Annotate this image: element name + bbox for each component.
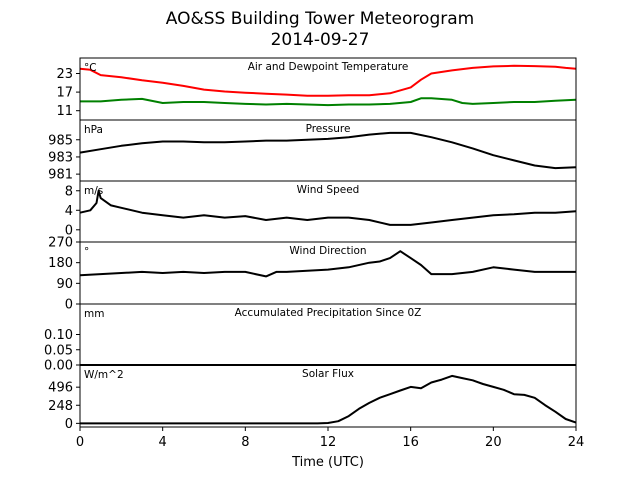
panel-4-ytick-label: 0.10 (44, 328, 73, 343)
x-tick-label: 4 (159, 435, 167, 450)
panel-3-ytick-label: 90 (56, 277, 73, 292)
panel-3-ytick-label: 0 (65, 298, 73, 313)
panel-4-unit: mm (84, 308, 104, 320)
panel-4-title: Accumulated Precipitation Since 0Z (235, 307, 422, 319)
panel-4-ytick-label: 0.00 (44, 359, 73, 374)
panel-0-ytick-label: 17 (56, 86, 73, 101)
panel-0-ytick-label: 23 (56, 67, 73, 82)
x-axis-label: Time (UTC) (291, 455, 364, 470)
panel-1-unit: hPa (84, 124, 103, 136)
panel-1-ytick-label: 983 (48, 150, 73, 165)
panel-3-title: Wind Direction (289, 245, 366, 257)
panel-5: 0 248 496 W/m^2 Solar Flux (48, 364, 577, 432)
panel-5-unit: W/m^2 (84, 369, 124, 381)
panel-2-ytick-label: 4 (65, 204, 73, 219)
panel-3: 0 90 180 270 ° Wind Direction (48, 236, 577, 313)
panel-0-series-0-line (79, 64, 577, 97)
x-tick-label: 12 (320, 435, 337, 450)
panel-4-ytick-label: 0.05 (44, 343, 73, 358)
panel-2-ytick-label: 0 (65, 223, 73, 238)
panel-3-ytick-label: 180 (48, 256, 73, 271)
panel-1-ytick-label: 981 (48, 168, 73, 183)
panel-5-series-0-line (80, 374, 577, 425)
chart-subtitle: 2014-09-27 (271, 30, 370, 50)
panel-1: 981 983 985 hPa Pressure (48, 119, 577, 183)
panel-0-series-1-line (80, 97, 577, 107)
panel-5-ytick-label: 248 (48, 399, 73, 414)
panel-3-unit: ° (84, 246, 89, 258)
panel-0-title: Air and Dewpoint Temperature (248, 61, 409, 73)
chart-title: AO&SS Building Tower Meteorogram (166, 9, 474, 29)
x-tick-label: 0 (76, 435, 84, 450)
panel-2-series-0-line (79, 189, 577, 226)
panel-2-title: Wind Speed (297, 184, 360, 196)
x-tick-label: 20 (485, 435, 502, 450)
panel-5-ytick-label: 496 (48, 381, 73, 396)
panel-3-series-0-line (79, 250, 576, 278)
x-tick-label: 24 (568, 435, 585, 450)
panel-1-ytick-label: 985 (48, 133, 73, 148)
panel-4: 0.000.050.10 mm Accumulated Precipitation … (44, 303, 577, 374)
panel-2-ytick-label: 8 (65, 184, 73, 199)
panel-1-title: Pressure (306, 123, 351, 135)
x-axis: 0 4 8 12 16 20 24 (76, 427, 584, 450)
x-tick-label: 8 (241, 435, 249, 450)
x-tick-label: 16 (402, 435, 419, 450)
panel-2: 0 4 8 m/s Wind Speed (65, 180, 577, 243)
panel-0-unit: °C (84, 62, 97, 74)
panel-3-ytick-label: 270 (48, 236, 73, 251)
panel-1-series-0-line (79, 131, 577, 170)
panel-0-ytick-label: 11 (56, 104, 73, 119)
panel-2-unit: m/s (84, 185, 103, 197)
panel-5-title: Solar Flux (302, 368, 354, 380)
panel-5-ytick-label: 0 (65, 417, 73, 432)
panel-0: 11 17 23 °C Air and Dewpoint Temperature (56, 57, 577, 121)
